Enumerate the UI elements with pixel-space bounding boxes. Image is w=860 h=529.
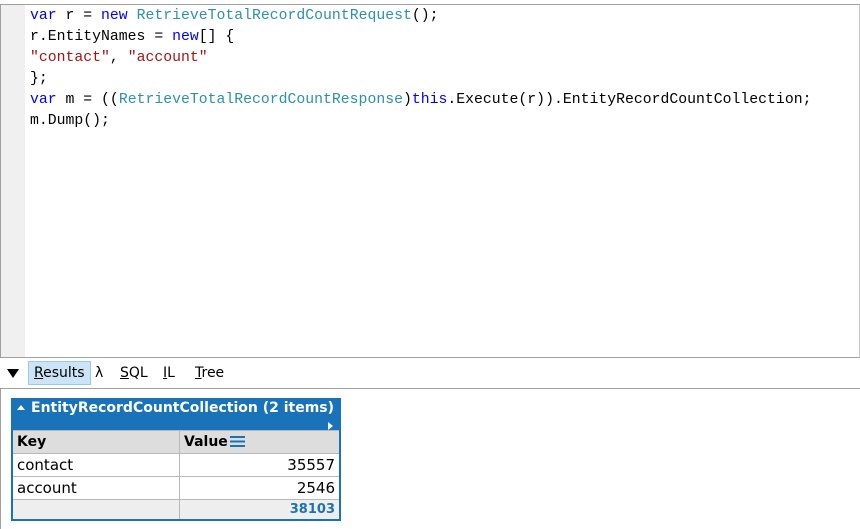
cell-key: contact: [11, 453, 180, 477]
output-tabs: Results λ SQL IL Tree: [0, 361, 860, 386]
cell-value: 2546: [179, 476, 341, 500]
total-row: 38103: [11, 499, 341, 521]
code-line: "contact", "account": [30, 50, 208, 66]
tab-tree[interactable]: Tree: [195, 365, 225, 381]
results-panel: EntityRecordCountCollection (2 items) Ke…: [0, 388, 860, 529]
column-menu-icon[interactable]: [229, 436, 245, 447]
tab-il[interactable]: IL: [163, 365, 175, 381]
collapse-triangle-icon[interactable]: [7, 369, 19, 378]
total-empty-cell: [11, 499, 180, 521]
table-title: EntityRecordCountCollection (2 items): [31, 400, 335, 416]
code-line: var r = new RetrieveTotalRecordCountRequ…: [30, 8, 439, 24]
cell-value: 35557: [179, 453, 341, 477]
column-header-key: Key: [11, 430, 180, 454]
column-header-value-label: Value: [184, 434, 228, 450]
collapse-arrow-icon[interactable]: [17, 405, 25, 410]
tab-results[interactable]: Results: [28, 361, 91, 385]
table-row: account 2546: [11, 476, 341, 500]
table-title-bar[interactable]: EntityRecordCountCollection (2 items): [12, 399, 340, 431]
expand-right-arrow-icon[interactable]: [328, 422, 333, 430]
code-line: };: [30, 71, 48, 87]
code-line: var m = ((RetrieveTotalRecordCountRespon…: [30, 92, 812, 108]
total-value: 38103: [179, 499, 341, 521]
code-text[interactable]: var r = new RetrieveTotalRecordCountRequ…: [30, 6, 811, 132]
code-line: r.EntityNames = new[] {: [30, 29, 235, 45]
code-editor[interactable]: var r = new RetrieveTotalRecordCountRequ…: [0, 4, 860, 358]
results-table: EntityRecordCountCollection (2 items) Ke…: [11, 398, 341, 521]
editor-gutter: [1, 5, 25, 357]
tab-lambda[interactable]: λ: [95, 365, 104, 381]
cell-key: account: [11, 476, 180, 500]
table-row: contact 35557: [11, 453, 341, 477]
column-header-value: Value: [179, 430, 341, 454]
code-line: m.Dump();: [30, 113, 110, 129]
tab-sql[interactable]: SQL: [120, 365, 148, 381]
